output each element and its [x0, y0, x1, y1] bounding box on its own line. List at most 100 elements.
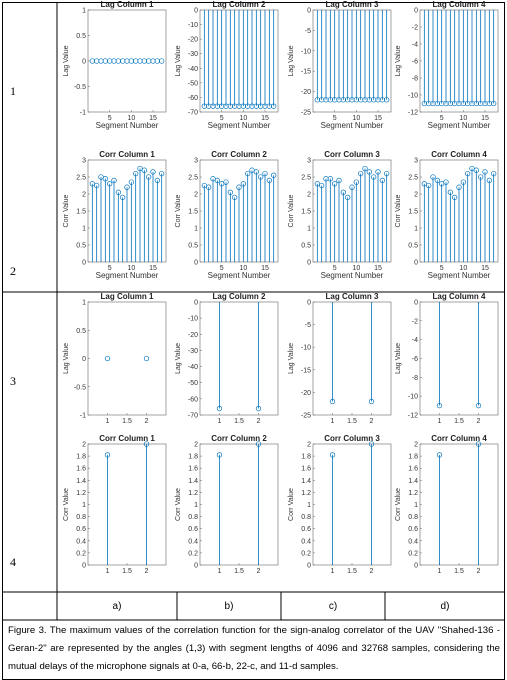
chart-title: Lag Column 3 [326, 292, 379, 301]
x-tick-label: 1.5 [347, 568, 357, 575]
x-tick-label: 1.5 [122, 568, 132, 575]
y-tick-label: 1.5 [188, 209, 198, 216]
y-tick-label: 2 [82, 442, 86, 449]
stem-chart: Lag Column 2 -70 -60 -50 -40 -30 -20 -10 0 1 1.5 2 L… [175, 292, 279, 425]
y-tick-label: 1.4 [408, 478, 418, 485]
y-tick-label: 2 [194, 192, 198, 199]
x-tick-label: 1.5 [122, 418, 132, 425]
y-tick-label: -70 [188, 413, 198, 420]
stem-marker [210, 176, 216, 182]
y-tick-label: 0.5 [76, 328, 86, 335]
stem-marker [353, 179, 359, 185]
stem-marker [266, 177, 272, 184]
stem-marker [154, 177, 160, 184]
y-tick-label: -60 [188, 396, 198, 403]
stem-marker [430, 174, 436, 180]
y-axis-label: Lag Value [395, 45, 402, 76]
x-tick-label: 10 [459, 265, 467, 272]
y-tick-label: -15 [301, 367, 311, 374]
stem-marker [460, 179, 466, 185]
stem-chart: Lag Column 3 -25 -20 -15 -10 -5 0 5 10 15Segment … [288, 0, 392, 130]
stem-marker [102, 176, 108, 182]
y-tick-label: 0.2 [76, 550, 86, 557]
y-tick-label: -20 [188, 332, 198, 339]
y-tick-label: -15 [301, 69, 311, 76]
stem-marker [128, 179, 134, 185]
stem-marker [133, 170, 139, 177]
x-tick-label: 5 [333, 265, 337, 272]
y-tick-label: 0.8 [408, 514, 418, 521]
x-axis-label: Segment Number [96, 121, 159, 130]
y-tick-label: 0 [194, 8, 198, 15]
y-axis-label: Corr Value [288, 488, 295, 521]
stem-chart: Corr Column 2 0 0.2 0.4 0.6 0.8 1 1.2 1.4 1.6 1.8 2… [175, 434, 279, 575]
stem-marker [258, 174, 264, 180]
y-tick-label: 0.5 [188, 243, 198, 250]
stem-marker [340, 189, 346, 195]
stem-marker [358, 170, 364, 177]
stem-marker [329, 398, 336, 405]
y-tick-label: -8 [412, 375, 418, 382]
y-tick-label: 0 [307, 8, 311, 15]
y-tick-label: -12 [408, 110, 418, 117]
plot-area [87, 301, 167, 416]
stem-marker [368, 441, 375, 447]
x-tick-label: 10 [239, 265, 247, 272]
stem-marker [232, 194, 238, 201]
y-axis-label: Corr Value [395, 194, 402, 227]
stem-marker [219, 181, 225, 187]
y-tick-label: 2 [414, 192, 418, 199]
x-tick-label: 1 [218, 568, 222, 575]
plot-area [199, 301, 279, 416]
y-tick-label: 1.8 [301, 454, 311, 461]
stem-marker [368, 398, 375, 405]
y-tick-label: -60 [188, 95, 198, 102]
y-tick-label: 2 [307, 442, 311, 449]
stem-marker [421, 181, 427, 187]
y-tick-label: 0.2 [188, 550, 198, 557]
stem-marker [475, 402, 482, 409]
chart-title: Lag Column 1 [101, 0, 154, 9]
y-axis-label: Lag Value [175, 343, 182, 374]
chart-title: Corr Column 4 [431, 150, 487, 159]
y-tick-label: 1.4 [188, 478, 198, 485]
y-tick-label: 1.2 [76, 490, 86, 497]
y-tick-label: -10 [301, 48, 311, 55]
x-tick-label: 15 [374, 115, 382, 122]
x-tick-label: 1.5 [454, 568, 464, 575]
stem-marker [107, 181, 113, 187]
stem-marker [89, 181, 95, 187]
y-tick-label: 0 [82, 563, 86, 570]
stem-marker [329, 452, 336, 458]
y-tick-label: 2 [414, 442, 418, 449]
row-label: 3 [10, 374, 16, 388]
y-tick-label: 1.2 [408, 490, 418, 497]
chart-title: Lag Column 3 [326, 0, 379, 9]
y-tick-label: 1.5 [408, 209, 418, 216]
x-tick-label: 10 [459, 115, 467, 122]
y-axis-label: Corr Value [175, 488, 182, 521]
y-tick-label: 1.8 [188, 454, 198, 461]
stem-marker [371, 174, 377, 180]
y-tick-label: 0 [414, 300, 418, 307]
y-tick-label: 2.5 [188, 175, 198, 182]
chart-title: Lag Column 1 [101, 292, 154, 301]
stem-marker [124, 184, 130, 190]
x-tick-label: 5 [108, 265, 112, 272]
y-tick-label: 1 [307, 226, 311, 233]
y-tick-label: -50 [188, 80, 198, 87]
y-tick-label: 0 [307, 300, 311, 307]
plot-area [199, 443, 279, 566]
stem-marker [137, 165, 143, 172]
y-tick-label: -50 [188, 380, 198, 387]
x-tick-label: 10 [127, 265, 135, 272]
y-axis-label: Corr Value [395, 488, 402, 521]
y-tick-label: -1 [80, 413, 86, 420]
y-tick-label: 0.8 [188, 514, 198, 521]
y-tick-label: 1.6 [76, 466, 86, 473]
stem-marker [447, 189, 453, 195]
stem-marker [98, 174, 104, 180]
stem-marker [159, 58, 165, 64]
y-axis-label: Corr Value [63, 488, 70, 521]
